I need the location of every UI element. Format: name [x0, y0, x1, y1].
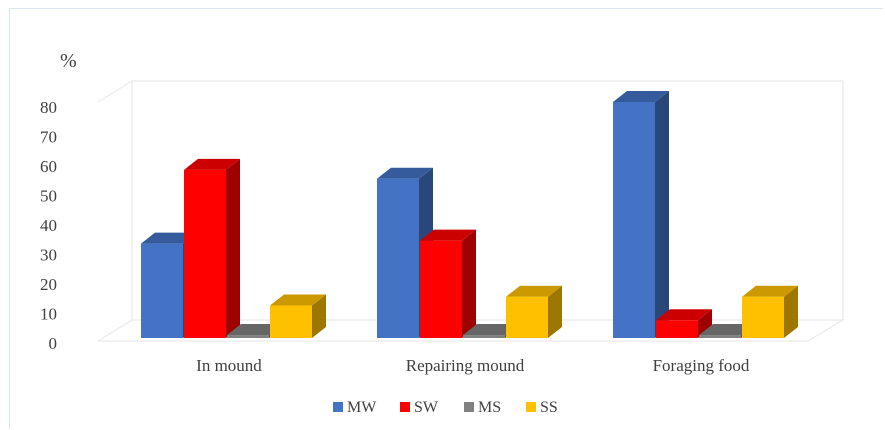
legend-label: MW — [347, 399, 377, 416]
y-tick-label: 30 — [40, 246, 57, 265]
bars — [141, 91, 798, 338]
side-wall — [97, 80, 133, 342]
y-tick-label: 50 — [40, 187, 57, 206]
legend-swatch — [333, 402, 343, 412]
y-tick-label: 0 — [49, 334, 58, 353]
category-label: In mound — [196, 356, 262, 375]
y-tick-label: 70 — [40, 128, 57, 147]
floor — [98, 319, 845, 342]
legend: MW SW MS SS — [333, 399, 558, 416]
bar-ss-0 — [270, 294, 326, 338]
bar-sw-1 — [420, 229, 476, 338]
legend-swatch — [526, 402, 536, 412]
category-labels: In mound Repairing mound Foraging food — [196, 356, 750, 375]
legend-label: SW — [414, 399, 439, 416]
chart-walls — [97, 80, 845, 342]
y-tick-label: 80 — [40, 98, 57, 117]
y-tick-label: 20 — [40, 275, 57, 294]
back-wall — [132, 80, 844, 320]
legend-swatch — [464, 402, 474, 412]
legend-item-mw: MW — [333, 399, 377, 416]
bar-ss-1 — [506, 285, 562, 338]
y-tick-label: 10 — [40, 305, 57, 324]
bar-mw-2 — [613, 91, 669, 338]
legend-label: MS — [478, 399, 501, 416]
y-tick-label: 40 — [40, 216, 57, 235]
bar-ss-2 — [742, 285, 798, 338]
category-label: Foraging food — [653, 356, 750, 375]
y-axis-ticks: 0 10 20 30 40 50 60 70 80 — [40, 98, 57, 353]
legend-swatch — [400, 402, 410, 412]
y-unit-label: % — [60, 50, 77, 72]
legend-label: SS — [540, 399, 558, 416]
legend-item-ms: MS — [464, 399, 501, 416]
category-label: Repairing mound — [406, 356, 525, 375]
bar-sw-2 — [656, 309, 712, 338]
legend-item-ss: SS — [526, 399, 558, 416]
chart-frame — [9, 8, 883, 428]
y-tick-label: 60 — [40, 157, 57, 176]
legend-item-sw: SW — [400, 399, 439, 416]
bar-sw-0 — [184, 158, 240, 338]
